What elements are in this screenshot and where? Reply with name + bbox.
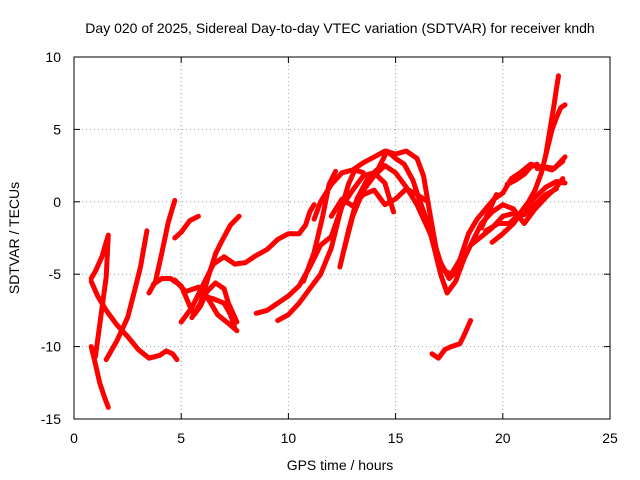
series-sat-r [328,186,431,219]
x-tick-label: 10 [281,430,297,446]
series-sat-c [88,344,111,410]
x-tick-label: 20 [495,430,511,446]
series-sat-k [200,293,238,331]
series-sat-i [172,213,201,241]
chart-title: Day 020 of 2025, Sidereal Day-to-day VTE… [85,20,594,36]
series-sat-b [88,232,111,360]
series-layer [88,73,568,410]
series-sat-w [489,179,568,245]
x-tick-label: 15 [388,430,404,446]
y-tick-label: -15 [41,411,61,427]
series-sat-n [300,168,339,284]
x-tick-label: 5 [177,430,185,446]
series-sat-z [534,154,568,171]
x-tick-label: 25 [602,430,618,446]
y-tick-label: 0 [53,194,61,210]
x-tick-label: 0 [70,430,78,446]
series-sat-v [483,102,568,234]
series-sat-g [172,277,240,334]
series-sat-s [429,318,474,361]
y-tick-label: 5 [53,121,61,137]
grid [74,57,610,419]
series-sat-m [275,167,366,323]
series-sat-d [103,228,150,363]
plot-frame [73,56,611,420]
y-tick-label: 10 [45,49,61,65]
y-tick-label: -5 [49,266,62,282]
y-axis-label: SDTVAR / TECUs [6,182,22,294]
series-sat-x [504,161,540,187]
series-sat-u [478,192,499,231]
y-tick-label: -10 [41,339,61,355]
series-sat-y [543,73,561,158]
axis-ticks: 0 5 10 15 20 25 -15 -10 -5 0 5 10 [41,49,618,446]
series-sat-j [189,213,242,321]
x-axis-label: GPS time / hours [287,457,394,473]
